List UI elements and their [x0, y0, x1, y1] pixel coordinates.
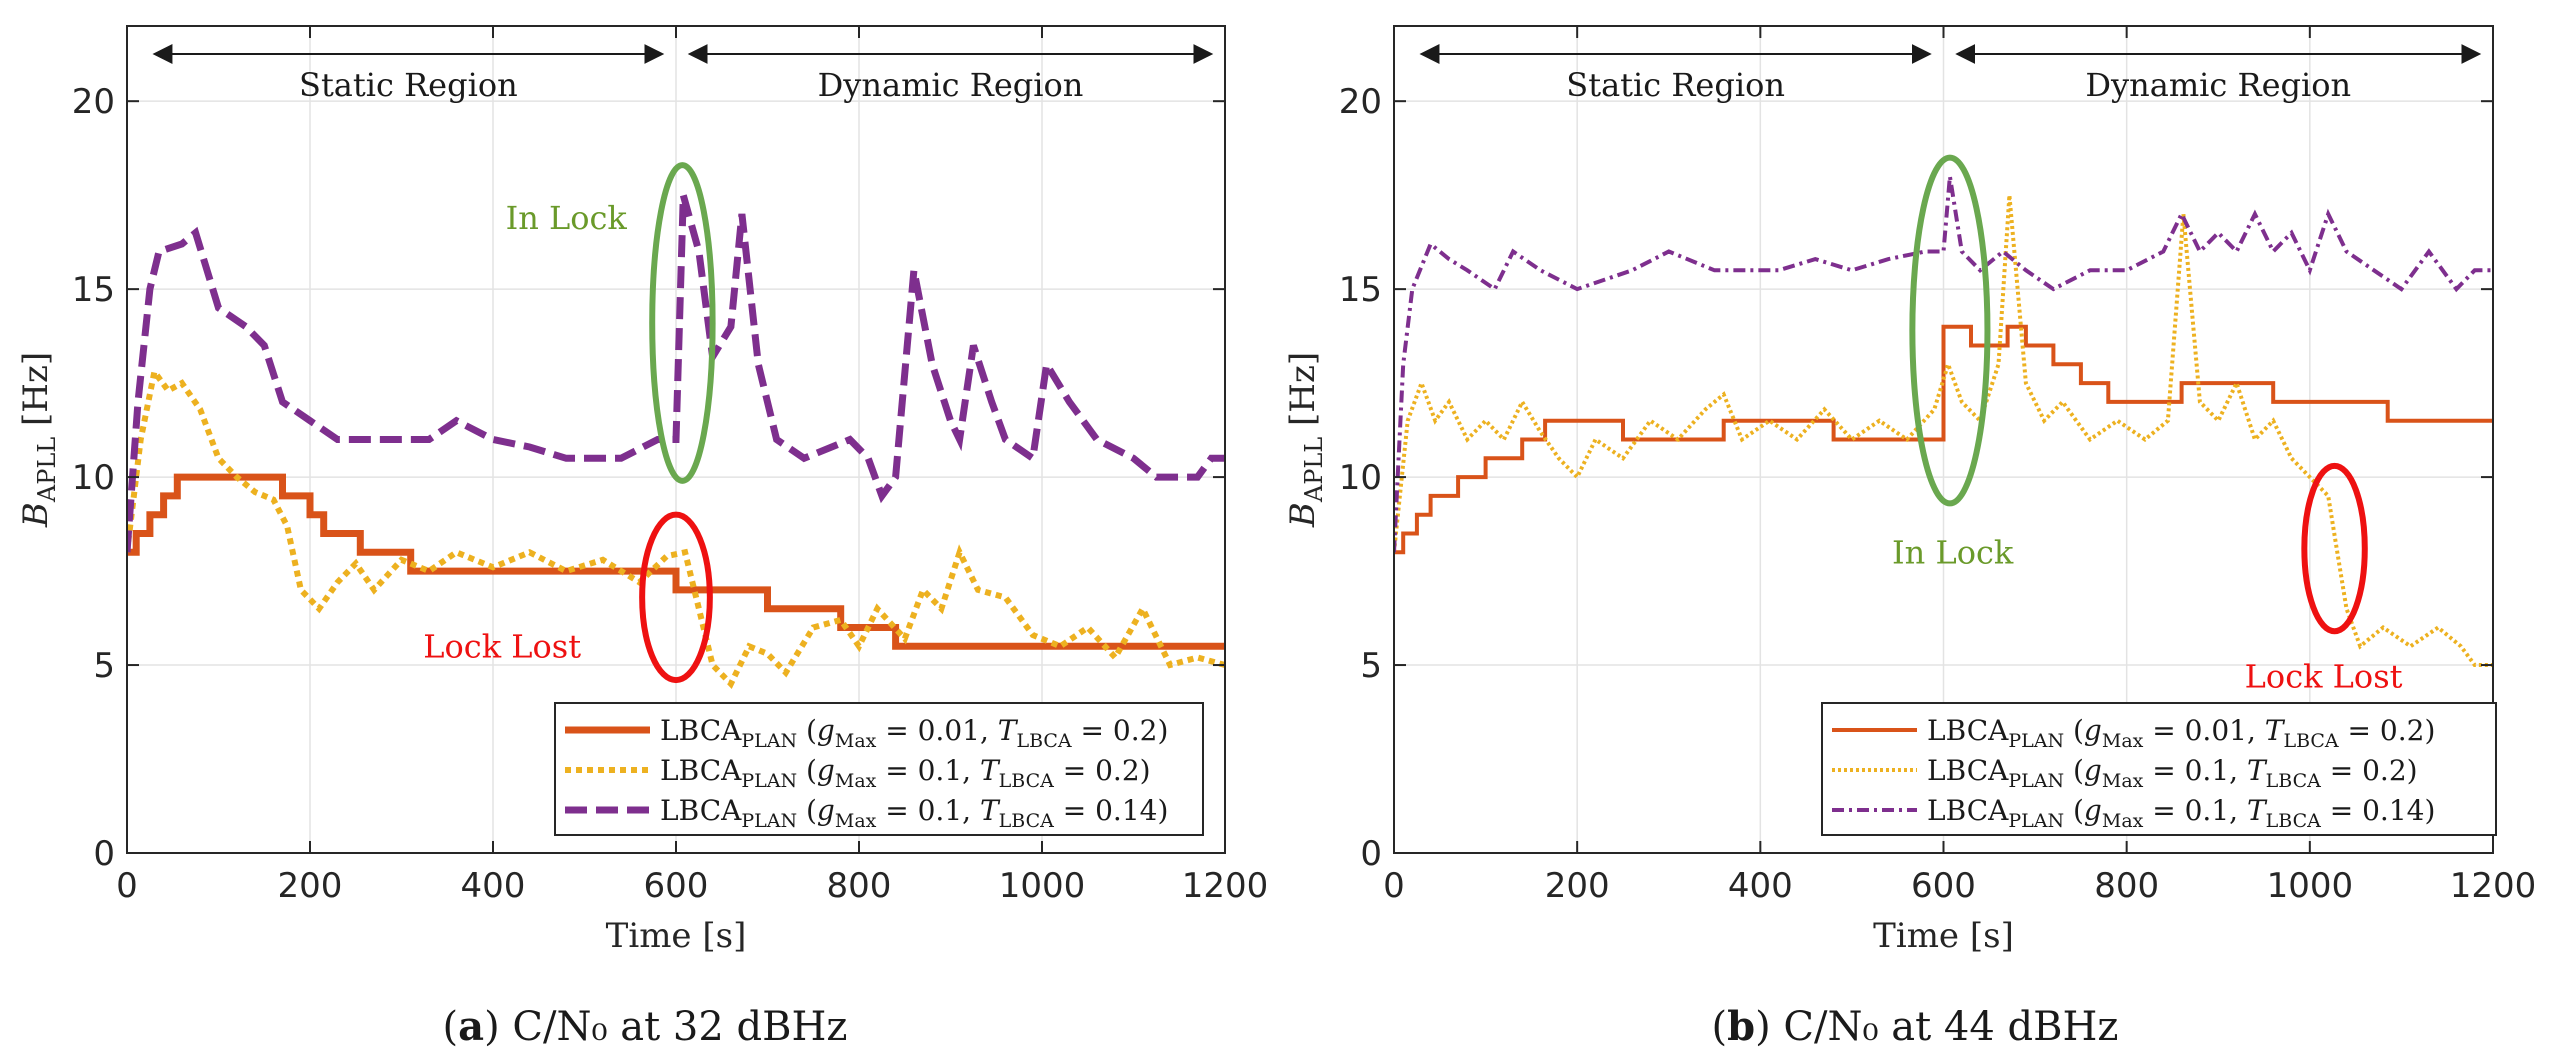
y-axis-label: BAPLL [Hz] — [1283, 352, 1328, 528]
legend-label-3: LBCAPLAN (gMax = 0.1, TLBCA = 0.14) — [1927, 794, 2435, 832]
x-axis-label: Time [s] — [1873, 916, 2014, 956]
chart-a: 0 200 400 600 800 1000 1200 0 5 10 15 20 Time [s] BAP… — [16, 25, 1269, 1050]
figure-caption: (b) C/N₀ at 44 dBHz — [1712, 1003, 2119, 1050]
y-tick-label: 5 — [93, 646, 115, 686]
legend-label-1: LBCAPLAN (gMax = 0.01, TLBCA = 0.2) — [660, 714, 1168, 752]
legend-box — [1821, 702, 2497, 836]
y-tick-label: 0 — [93, 834, 115, 874]
y-tick-label: 5 — [1360, 646, 1382, 686]
x-tick-label: 600 — [644, 866, 709, 906]
x-tick-label: 800 — [2094, 866, 2159, 906]
legend: LBCAPLAN (gMax = 0.01, TLBCA = 0.2)LBCAP… — [554, 702, 1204, 836]
y-tick-label: 15 — [72, 270, 115, 310]
x-tick-label: 0 — [116, 866, 138, 906]
legend-box — [554, 702, 1204, 836]
x-tick-label: 400 — [1728, 866, 1793, 906]
annotation-label: In Lock — [506, 199, 628, 237]
annotation-ellipse — [2301, 462, 2368, 635]
annotation-label: In Lock — [1892, 534, 2014, 572]
series-line-3 — [1394, 176, 2493, 553]
x-tick-label: 800 — [827, 866, 892, 906]
y-tick-label: 20 — [1339, 82, 1382, 122]
x-tick-label: 1000 — [2267, 866, 2354, 906]
series-line-2 — [127, 364, 1225, 689]
chart-b: 0 200 400 600 800 1000 1200 0 5 10 15 20 Time [s] BAP… — [1283, 25, 2537, 1050]
legend-label-2: LBCAPLAN (gMax = 0.1, TLBCA = 0.2) — [1927, 754, 2418, 792]
legend: LBCAPLAN (gMax = 0.01, TLBCA = 0.2)LBCAP… — [1821, 702, 2497, 836]
series-line-1 — [1394, 324, 2493, 555]
y-tick-label: 10 — [72, 458, 115, 498]
region-label: Static Region — [1566, 66, 1785, 104]
legend-label-2: LBCAPLAN (gMax = 0.1, TLBCA = 0.2) — [660, 754, 1151, 792]
region-label: Static Region — [299, 66, 518, 104]
x-tick-label: 1000 — [999, 866, 1086, 906]
x-tick-label: 0 — [1383, 866, 1405, 906]
x-tick-label: 400 — [461, 866, 526, 906]
annotation-ellipse — [1909, 154, 1991, 507]
x-tick-label: 600 — [1911, 866, 1976, 906]
legend-label-3: LBCAPLAN (gMax = 0.1, TLBCA = 0.14) — [660, 794, 1168, 832]
x-tick-label: 1200 — [2450, 866, 2537, 906]
y-tick-label: 0 — [1360, 834, 1382, 874]
y-axis-label: BAPLL [Hz] — [16, 352, 61, 528]
series-line-2 — [1394, 195, 2493, 667]
y-tick-label: 10 — [1339, 458, 1382, 498]
annotation-label: Lock Lost — [2245, 658, 2403, 696]
series-line-1 — [127, 473, 1225, 650]
x-tick-label: 200 — [278, 866, 343, 906]
annotation-ellipse — [649, 162, 716, 484]
figure-caption: (a) C/N₀ at 32 dBHz — [443, 1003, 848, 1050]
series-group — [1394, 176, 2493, 667]
x-tick-label: 1200 — [1182, 866, 1269, 906]
series-line-3 — [127, 194, 1225, 553]
annotation-label: Lock Lost — [423, 628, 581, 666]
x-tick-label: 200 — [1545, 866, 1610, 906]
annotation-ellipse — [639, 511, 713, 684]
y-tick-label: 15 — [1339, 270, 1382, 310]
y-tick-label: 20 — [72, 82, 115, 122]
x-axis-label: Time [s] — [606, 916, 747, 956]
region-label: Dynamic Region — [818, 66, 1084, 104]
series-group — [127, 194, 1225, 689]
region-label: Dynamic Region — [2085, 66, 2351, 104]
legend-label-1: LBCAPLAN (gMax = 0.01, TLBCA = 0.2) — [1927, 714, 2435, 752]
